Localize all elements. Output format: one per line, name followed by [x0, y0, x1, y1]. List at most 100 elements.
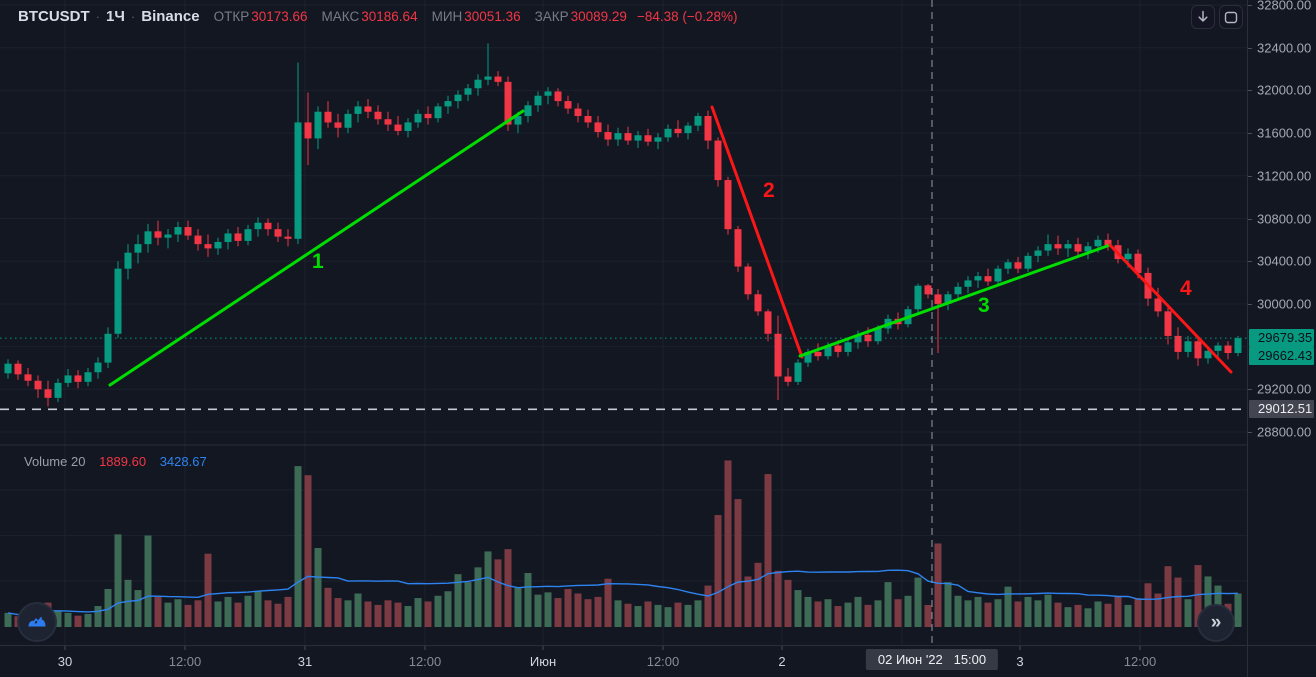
volume-bar: [814, 601, 822, 627]
trendline-2[interactable]: [710, 105, 804, 359]
candle-body: [284, 236, 292, 239]
trendline-label-4[interactable]: 4: [1180, 277, 1192, 300]
volume-bar: [194, 600, 202, 627]
price-tick-label: 31600.00: [1257, 125, 1312, 141]
volume-bar: [854, 596, 862, 627]
candle-body: [1104, 239, 1112, 246]
tradingview-logo-button[interactable]: [17, 602, 57, 642]
volume-bar: [54, 610, 62, 627]
candle-body: [624, 133, 632, 141]
candle-body: [694, 116, 702, 126]
trendline-label-1[interactable]: 1: [312, 250, 324, 273]
candle-body: [704, 116, 712, 141]
volume-bar: [964, 600, 972, 627]
candle-body: [144, 231, 152, 245]
candle-body: [1234, 338, 1242, 354]
ohlc-open: ОТКР 30173.66: [213, 9, 308, 24]
volume-bar: [324, 587, 332, 627]
volume-bar: [404, 606, 412, 627]
volume-bar: [4, 612, 12, 627]
candle-body: [524, 105, 532, 117]
volume-bar: [694, 600, 702, 627]
time-tick-label: 12:00: [168, 654, 202, 669]
candle-body: [14, 363, 22, 375]
volume-bar: [994, 599, 1002, 627]
candle-body: [614, 133, 622, 140]
chart-canvas[interactable]: 1 2 3 4: [0, 0, 1247, 645]
trendline-label-3[interactable]: 3: [978, 294, 990, 317]
time-tick-mark: [1019, 646, 1021, 650]
price-axis[interactable]: 29679.35 29662.43 29012.51 32800.00 32400…: [1247, 0, 1316, 645]
candle-body: [414, 113, 422, 123]
volume-bar: [674, 602, 682, 627]
symbol-name[interactable]: BTCUSDT: [18, 8, 90, 25]
time-tick-mark: [304, 646, 306, 650]
price-tick-label: 30800.00: [1257, 211, 1312, 226]
candle-body: [464, 88, 472, 95]
candle-body: [554, 91, 562, 102]
candle-body: [924, 285, 932, 295]
volume-bar: [354, 593, 362, 627]
volume-bar: [664, 607, 672, 627]
candle-body: [714, 140, 722, 181]
candle-body: [264, 222, 272, 230]
candle-body: [294, 122, 302, 239]
time-tick-mark: [1139, 646, 1141, 650]
volume-bar: [1184, 599, 1192, 627]
volume-bar: [544, 592, 552, 627]
candle-body: [274, 229, 282, 237]
fullscreen-button[interactable]: [1219, 5, 1243, 29]
counter-price-badge: 29662.43: [1249, 347, 1314, 366]
candle-body: [24, 374, 32, 381]
volume-bar: [514, 587, 522, 627]
price-tick-label: 28800.00: [1257, 424, 1312, 440]
volume-bar: [584, 599, 592, 627]
candle-body: [444, 101, 452, 107]
volume-bar: [284, 596, 292, 627]
candle-body: [974, 276, 982, 281]
volume-bar: [574, 593, 582, 627]
volume-ma-value: 3428.67: [159, 454, 207, 469]
volume-indicator-title[interactable]: Volume 20: [24, 454, 86, 469]
volume-bar: [1004, 586, 1012, 627]
volume-bar: [294, 466, 302, 627]
volume-bar: [754, 562, 762, 627]
trendline-label-2[interactable]: 2: [763, 179, 775, 202]
volume-bar: [974, 596, 982, 627]
volume-legend[interactable]: Volume 20 1889.60 3428.67: [24, 454, 207, 469]
price-tick-label: 32000.00: [1257, 82, 1312, 98]
fullscreen-icon: [1224, 11, 1238, 23]
exchange-label: Binance: [141, 8, 200, 25]
volume-bar: [154, 596, 162, 627]
candle-body: [1044, 244, 1052, 251]
candle-body: [1194, 341, 1202, 359]
show-object-tree-button[interactable]: »: [1197, 604, 1235, 642]
scroll-to-recent-button[interactable]: [1191, 5, 1215, 29]
time-tick-label: 12:00: [646, 654, 680, 669]
volume-bar: [124, 579, 132, 627]
candle-body: [1014, 262, 1022, 269]
candle-body: [324, 111, 332, 123]
candle-body: [4, 363, 12, 374]
trendline-3[interactable]: [798, 243, 1112, 358]
candle-body: [1134, 253, 1142, 273]
time-tick-mark: [184, 646, 186, 650]
candle-body: [334, 122, 342, 128]
trendline-4[interactable]: [1108, 243, 1233, 374]
volume-bar: [214, 601, 222, 627]
interval-label[interactable]: 1Ч: [106, 8, 125, 25]
volume-bar: [904, 595, 912, 627]
price-tick-mark: [1248, 47, 1252, 49]
volume-bar: [874, 600, 882, 627]
volume-bar: [254, 591, 262, 627]
symbol-legend[interactable]: BTCUSDT · 1Ч · Binance ОТКР 30173.66 МАКС…: [18, 8, 738, 25]
trendline-1[interactable]: [108, 109, 525, 387]
candle-body: [954, 286, 962, 295]
volume-bar: [494, 559, 502, 627]
time-tick-mark: [64, 646, 66, 650]
candle-body: [134, 244, 142, 253]
time-tick-mark: [542, 646, 544, 650]
candle-body: [434, 106, 442, 119]
volume-bar: [1014, 601, 1022, 627]
time-axis[interactable]: 02 Июн '22 15:00 30 12:00 31 12:00 Июн 12:00 2…: [0, 645, 1316, 677]
